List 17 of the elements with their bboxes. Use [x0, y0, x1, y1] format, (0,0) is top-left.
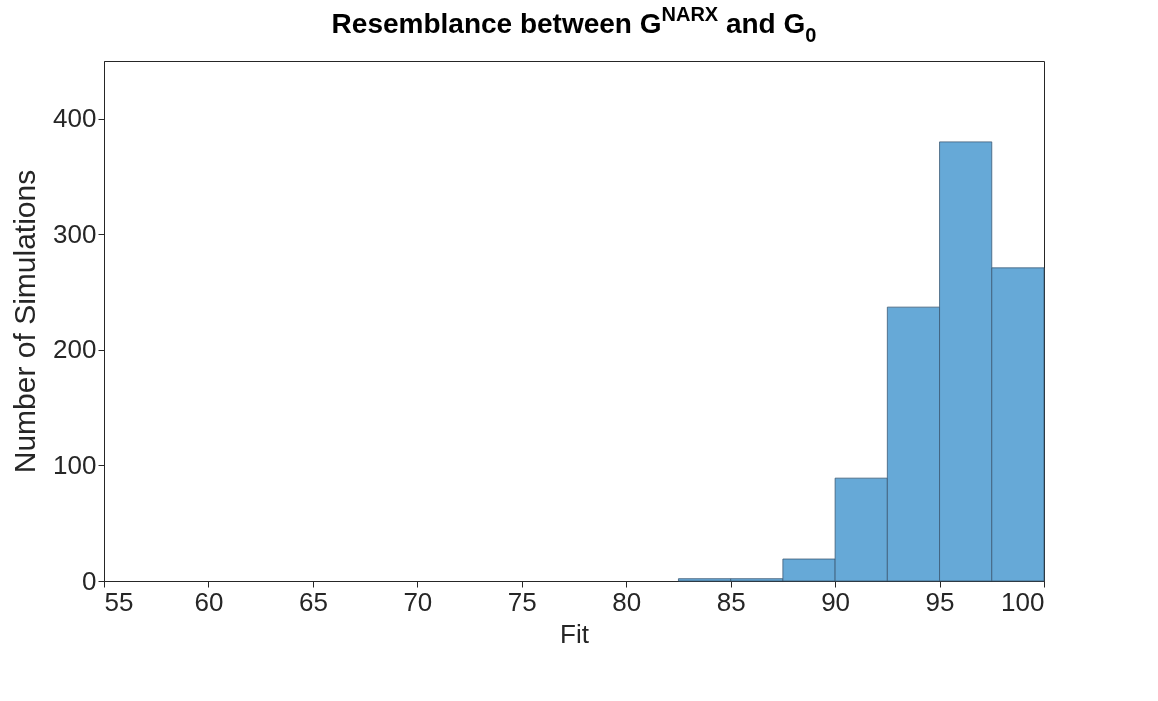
x-tick-label: 85 — [716, 586, 746, 617]
x-tick-label: 70 — [403, 586, 433, 617]
y-tick-label: 200 — [53, 334, 97, 365]
x-tick-label: 80 — [612, 586, 642, 617]
x-tick-label: 75 — [507, 586, 537, 617]
y-tick-label: 300 — [53, 218, 97, 249]
x-axis-title: Fit — [560, 618, 590, 649]
x-tick-label: 60 — [194, 586, 224, 617]
y-axis-title: Number of Simulations — [8, 169, 42, 474]
x-tick-label: 100 — [1001, 586, 1045, 617]
x-tick-label: 55 — [104, 586, 134, 617]
y-tick-label: 400 — [53, 103, 97, 134]
y-tick-label: 100 — [53, 449, 97, 480]
x-tick-label: 65 — [298, 586, 328, 617]
x-tick-label: 90 — [821, 586, 851, 617]
x-tick-label: 95 — [925, 586, 955, 617]
y-tick-label: 0 — [82, 565, 97, 596]
